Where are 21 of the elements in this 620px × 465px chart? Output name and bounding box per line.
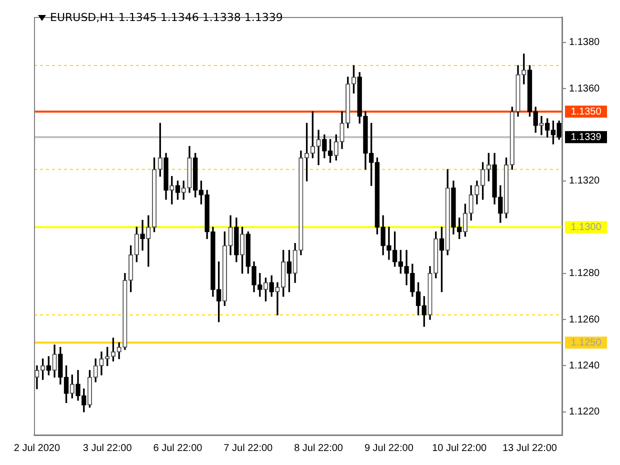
y-tick-label: 1.1240 <box>569 360 600 372</box>
ref-line-label: 1.1300 <box>570 222 602 233</box>
y-tick-label: 1.1220 <box>569 406 600 418</box>
y-tick-label: 1.1260 <box>569 314 600 326</box>
x-tick-label: 13 Jul 22:00 <box>502 442 558 454</box>
y-tick-label: 1.1280 <box>569 268 600 280</box>
x-tick-label: 6 Jul 22:00 <box>153 442 203 454</box>
x-tick-label: 3 Jul 22:00 <box>82 442 132 454</box>
ref-line-label: 1.1250 <box>570 337 602 348</box>
y-tick-label: 1.1380 <box>569 37 600 48</box>
ref-line-label: 1.1350 <box>570 106 602 118</box>
candlestick <box>140 220 145 251</box>
x-tick-label: 2 Jul 2020 <box>14 442 60 454</box>
x-tick-label: 9 Jul 22:00 <box>364 442 414 454</box>
y-tick-label: 1.1320 <box>569 176 600 187</box>
y-tick-label: 1.1360 <box>569 83 600 94</box>
x-tick-label: 10 Jul 22:00 <box>432 442 488 454</box>
ref-line-label: 1.1339 <box>570 132 602 143</box>
chart-title: EURUSD,H1 1.1345 1.1346 1.1338 1.1339 <box>50 11 283 24</box>
x-tick-label: 7 Jul 22:00 <box>224 442 274 454</box>
x-tick-label: 8 Jul 22:00 <box>294 442 344 454</box>
